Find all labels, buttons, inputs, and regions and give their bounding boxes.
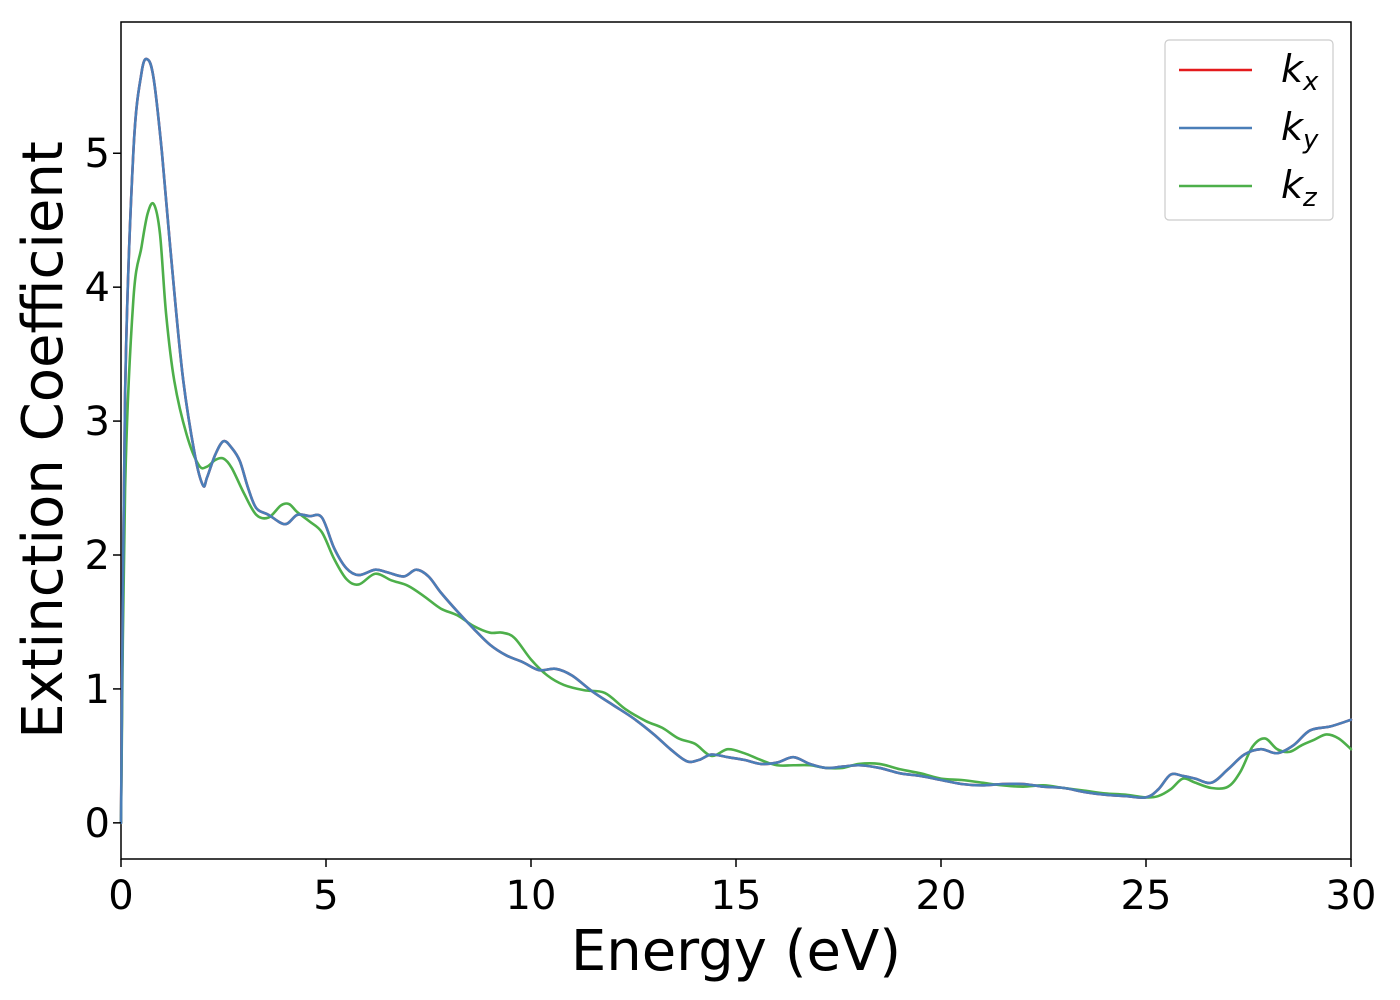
x-tick-label: 15 bbox=[711, 873, 762, 919]
tick-layer: 0 5 10 15 20 25 30 0 1 2 3 4 5 bbox=[85, 131, 1377, 919]
x-tick-label: 20 bbox=[916, 873, 967, 919]
y-tick-label: 2 bbox=[85, 533, 110, 579]
legend-label-z: kz bbox=[1281, 163, 1318, 213]
y-tick-label: 3 bbox=[85, 399, 110, 445]
y-tick-label: 5 bbox=[85, 131, 110, 177]
legend-box bbox=[1164, 39, 1334, 221]
x-axis-title: Energy (eV) bbox=[571, 919, 901, 984]
x-tick-label: 5 bbox=[313, 873, 338, 919]
x-tick-label: 10 bbox=[506, 873, 557, 919]
series-layer bbox=[119, 57, 1353, 825]
x-tick-label: 30 bbox=[1326, 873, 1377, 919]
x-tick-label: 0 bbox=[108, 873, 133, 919]
legend-label-x: kx bbox=[1281, 47, 1319, 97]
x-tick-label: 25 bbox=[1121, 873, 1172, 919]
y-tick-label: 4 bbox=[85, 265, 110, 311]
series-line-z bbox=[119, 201, 1353, 825]
y-axis-title: Extinction Coefficient bbox=[11, 141, 76, 739]
y-tick-label: 0 bbox=[85, 801, 110, 847]
legend: kx ky kz bbox=[1164, 39, 1334, 221]
y-tick-label: 1 bbox=[85, 667, 110, 713]
series-line-y bbox=[119, 57, 1353, 825]
legend-label-y: ky bbox=[1281, 105, 1319, 155]
